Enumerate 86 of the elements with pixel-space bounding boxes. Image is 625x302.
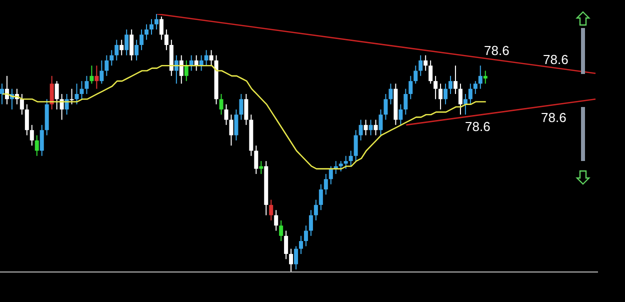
annotation: 78.6 (543, 52, 568, 67)
candlestick (70, 88, 74, 105)
candlestick (254, 145, 258, 174)
candlestick (338, 160, 343, 172)
candlestick (90, 65, 94, 84)
candlestick (294, 246, 298, 270)
candlestick (468, 83, 472, 105)
candlestick (219, 93, 224, 116)
candlestick (478, 65, 482, 90)
annotation: 78.6 (465, 119, 490, 134)
candlestick (179, 54, 184, 84)
candlestick (378, 108, 383, 136)
candlestick (384, 93, 388, 120)
candlestick (308, 210, 313, 236)
annotation: 78.6 (541, 110, 566, 125)
candlestick (274, 210, 278, 232)
candlestick (483, 70, 488, 84)
candlestick (324, 173, 328, 196)
candlestick (388, 83, 393, 105)
candlestick (448, 75, 452, 94)
candlestick (434, 75, 438, 100)
candlestick (84, 75, 89, 94)
candlestick (398, 104, 403, 126)
candlestick (408, 75, 413, 100)
candlestick (20, 93, 24, 116)
candlestick (144, 24, 149, 40)
candlestick (50, 75, 54, 110)
candlestick (354, 130, 358, 162)
candlestick (159, 16, 164, 40)
candlestick (348, 150, 353, 167)
candlestick (184, 60, 188, 82)
annotation: 78.6 (484, 43, 510, 58)
candlestick (164, 28, 168, 51)
candlestick (124, 28, 129, 56)
candlestick (134, 39, 139, 61)
candlestick (140, 28, 144, 51)
candlestick (418, 54, 423, 76)
candlestick (368, 119, 373, 136)
candlestick (224, 104, 228, 126)
candlestick (80, 80, 84, 100)
candlestick (428, 60, 433, 84)
candlestick (104, 54, 109, 76)
candlestick (473, 80, 478, 94)
candlestick (438, 83, 443, 110)
candlestick (259, 160, 264, 174)
candlestick (120, 39, 124, 56)
candlestick (239, 93, 244, 120)
candlestick (424, 54, 428, 72)
candlestick (344, 155, 348, 170)
candlestick (404, 88, 408, 116)
candlestick (269, 199, 274, 221)
candlestick (279, 220, 284, 242)
candlestick (114, 39, 119, 61)
candlestick (328, 166, 333, 185)
candlestick (374, 119, 378, 136)
candlestick (234, 108, 238, 141)
candlestick (463, 93, 468, 116)
candlestick (30, 124, 34, 146)
candlestick (414, 65, 418, 84)
candlestick (299, 235, 303, 254)
candlestick (24, 104, 29, 136)
candlestick (229, 114, 234, 146)
candlestick (209, 50, 214, 66)
candlestick (94, 65, 99, 90)
candlestick (284, 230, 288, 260)
candlestick (74, 83, 79, 105)
candlestick (100, 60, 104, 84)
candlestick (304, 225, 308, 247)
candlestick (150, 18, 154, 36)
candlestick (34, 134, 39, 156)
candlestick (314, 199, 318, 221)
candlestick (110, 50, 114, 66)
candlestick (130, 28, 134, 61)
candlestick (0, 83, 4, 105)
candlestick (40, 124, 44, 156)
candlestick (244, 93, 248, 126)
candlestick (444, 83, 448, 105)
candlestick (54, 80, 59, 110)
candlestick (289, 248, 294, 272)
candlestick (154, 14, 158, 30)
candlestick (458, 83, 462, 116)
candlestick (453, 65, 458, 94)
candlestick (204, 50, 208, 66)
candlestick (364, 119, 368, 136)
candlestick (358, 119, 363, 141)
candlestick (318, 184, 323, 211)
